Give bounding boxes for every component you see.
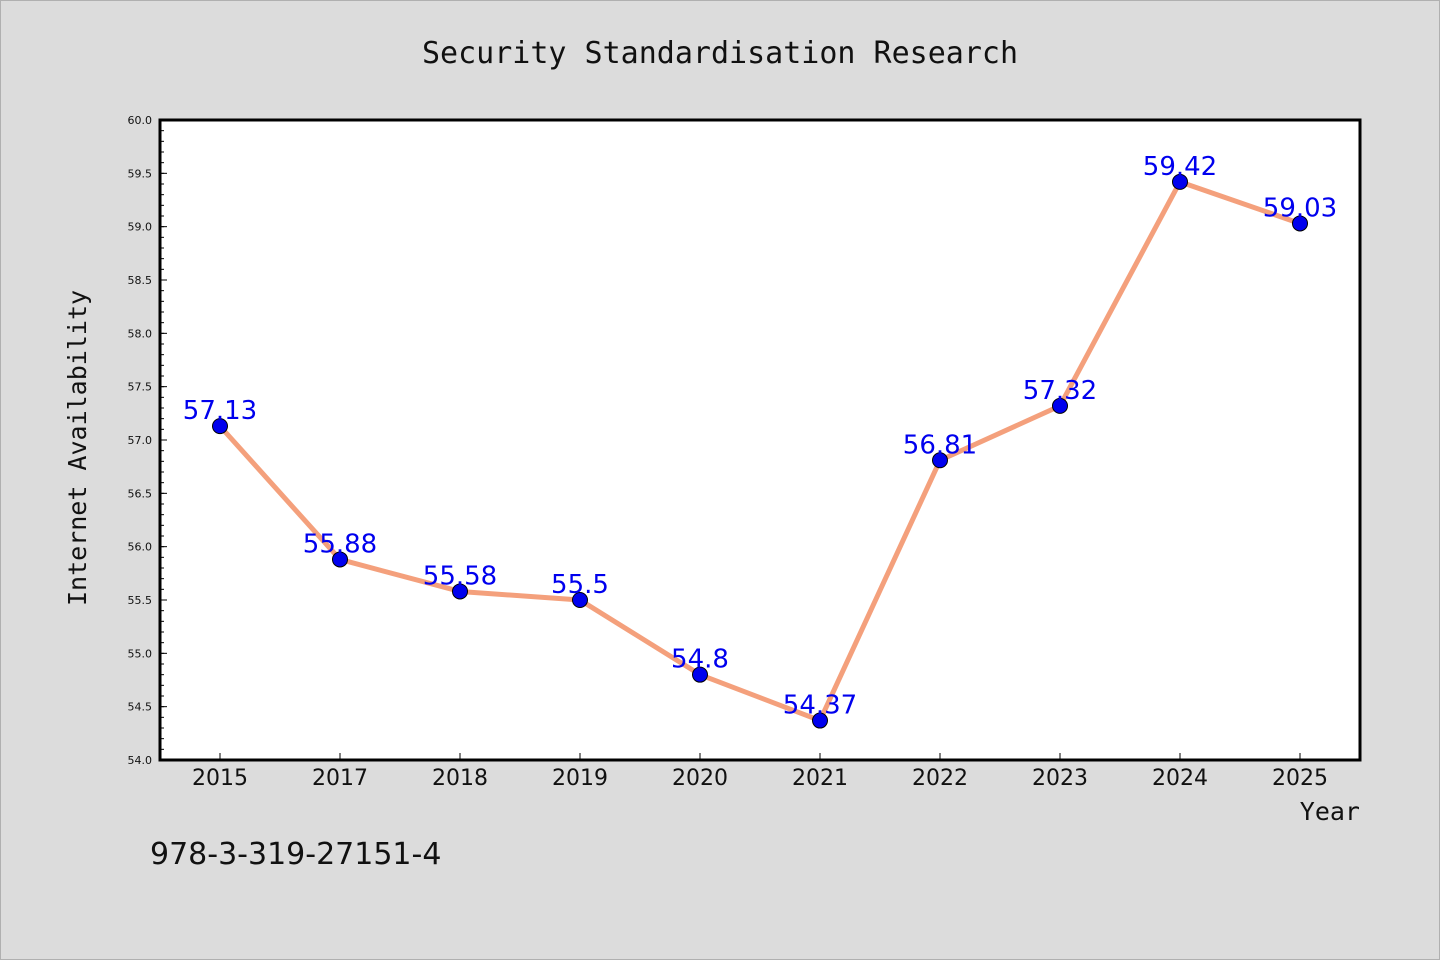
series-line [218, 179, 1301, 724]
data-label: 55.58 [423, 561, 497, 591]
y-tick-label: 59.0 [128, 221, 153, 234]
data-point-marker [692, 666, 708, 683]
data-label: 59.03 [1263, 193, 1337, 223]
data-point-marker [332, 551, 348, 568]
y-axis-label: Internet Availability [63, 290, 92, 606]
y-tick-label: 56.5 [128, 487, 153, 500]
y-tick-label: 54.5 [128, 701, 153, 714]
data-label: 54.8 [671, 645, 729, 675]
data-label: 57.13 [183, 396, 257, 426]
x-tick-label: 2021 [792, 766, 848, 791]
y-tick-label: 57.5 [128, 381, 153, 394]
x-tick-label: 2018 [432, 766, 488, 791]
x-tick-label: 2020 [672, 766, 728, 791]
x-tick-label: 2015 [192, 766, 248, 791]
data-label: 55.5 [551, 570, 609, 600]
data-labels: 57.13 55.88 55.58 55.5 54.8 54.37 56.81 57.32 59… [183, 152, 1337, 721]
data-label: 57.32 [1023, 376, 1097, 406]
series-markers [212, 173, 1308, 729]
data-point-marker [812, 712, 828, 729]
x-tick-label: 2022 [912, 766, 968, 791]
data-label: 55.88 [303, 529, 377, 559]
y-tick-label: 56.0 [128, 541, 153, 554]
chart-title: Security Standardisation Research [422, 36, 1018, 71]
data-point-marker [1052, 397, 1068, 414]
plot-area [158, 118, 1362, 762]
y-tick-label: 58.5 [128, 274, 153, 287]
data-point-marker [932, 452, 948, 469]
x-tick-label: 2025 [1272, 766, 1328, 791]
data-point-marker [1172, 173, 1188, 190]
y-tick-label: 54.0 [128, 754, 153, 767]
data-point-marker [212, 418, 228, 435]
data-label: 59.42 [1143, 152, 1217, 182]
data-point-marker [572, 592, 588, 608]
y-tick-label: 60.0 [128, 114, 153, 127]
data-label: 56.81 [903, 430, 977, 460]
y-tick-label: 55.5 [128, 594, 153, 607]
x-axis-label: Year [1300, 797, 1360, 826]
data-point-marker [1292, 215, 1308, 232]
x-tick-label: 2019 [552, 766, 608, 791]
footer-isbn: 978-3-319-27151-4 [150, 837, 441, 872]
y-axis: 54.0 54.5 55.0 55.5 56.0 56.5 57.0 57.5 58.0 58.5… [128, 114, 167, 767]
data-point-marker [452, 583, 468, 600]
x-tick-label: 2017 [312, 766, 368, 791]
y-tick-label: 58.0 [128, 327, 153, 340]
x-axis: 2015 2017 2018 2019 2020 2021 2022 2023 2024 2025 [192, 753, 1328, 791]
y-tick-label: 59.5 [128, 167, 153, 180]
y-tick-label: 55.0 [128, 647, 153, 660]
data-label: 54.37 [783, 691, 857, 721]
y-tick-label: 57.0 [128, 434, 153, 447]
x-tick-label: 2023 [1032, 766, 1088, 791]
x-tick-label: 2024 [1152, 766, 1208, 791]
